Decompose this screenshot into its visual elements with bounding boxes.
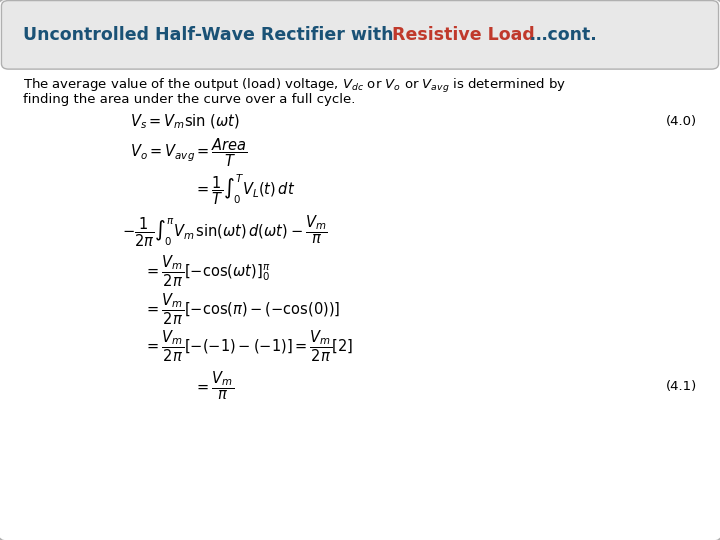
Text: $= \dfrac{V_m}{2\pi}[-(-1)-(-1)] = \dfrac{V_m}{2\pi}[2]$: $= \dfrac{V_m}{2\pi}[-(-1)-(-1)] = \dfra…: [144, 329, 354, 365]
Text: Uncontrolled Half-Wave Rectifier with: Uncontrolled Half-Wave Rectifier with: [23, 25, 400, 44]
Text: $= \dfrac{V_m}{\pi}$: $= \dfrac{V_m}{\pi}$: [194, 370, 235, 402]
Text: Resistive Load: Resistive Load: [392, 25, 535, 44]
Text: $= \dfrac{V_m}{2\pi}[-\cos(\omega t)]_{0}^{\pi}$: $= \dfrac{V_m}{2\pi}[-\cos(\omega t)]_{0…: [144, 253, 270, 289]
Text: (4.1): (4.1): [666, 380, 697, 393]
Text: $= \dfrac{V_m}{2\pi}[-\cos(\pi)-(-\cos(0))]$: $= \dfrac{V_m}{2\pi}[-\cos(\pi)-(-\cos(0…: [144, 291, 341, 327]
Text: $= \dfrac{1}{T}\int_{0}^{T} V_L(t)\,dt$: $= \dfrac{1}{T}\int_{0}^{T} V_L(t)\,dt$: [194, 173, 296, 207]
Text: The average value of the output (load) voltage, $V_{dc}$ or $V_o$ or $V_{avg}$ i: The average value of the output (load) v…: [23, 77, 567, 94]
Text: …cont.: …cont.: [524, 25, 597, 44]
Text: (4.0): (4.0): [666, 115, 697, 128]
Text: $V_s = V_m\sin\,(\omega t)$: $V_s = V_m\sin\,(\omega t)$: [130, 112, 240, 131]
Text: $V_o = V_{avg} = \dfrac{Area}{T}$: $V_o = V_{avg} = \dfrac{Area}{T}$: [130, 136, 248, 168]
Text: finding the area under the curve over a full cycle.: finding the area under the curve over a …: [23, 93, 356, 106]
Text: $- \dfrac{1}{2\pi}\int_{0}^{\pi} V_m\,\sin(\omega t)\,d(\omega t) - \dfrac{V_m}{: $- \dfrac{1}{2\pi}\int_{0}^{\pi} V_m\,\s…: [122, 213, 328, 249]
FancyBboxPatch shape: [1, 1, 719, 69]
